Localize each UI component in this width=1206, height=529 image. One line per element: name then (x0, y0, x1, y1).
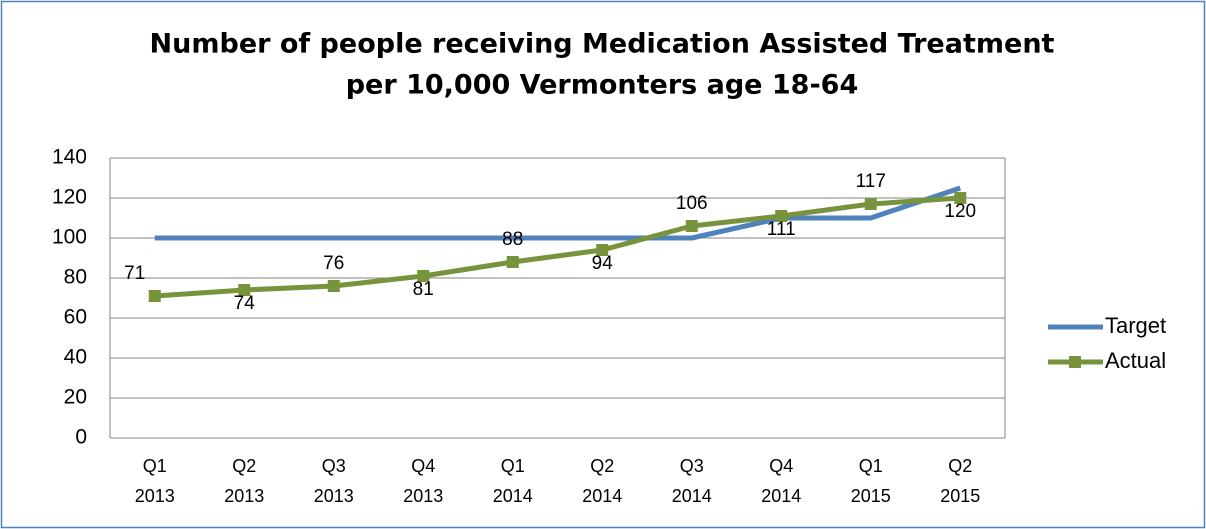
y-tick-label: 120 (52, 186, 87, 209)
x-tick-label: 2014 (672, 486, 712, 506)
x-tick-label: Q1 (143, 456, 167, 476)
y-tick-label: 0 (75, 426, 87, 449)
y-tick-label: 140 (52, 146, 87, 169)
y-tick-label: 40 (64, 346, 87, 369)
legend-label: Target (1105, 313, 1166, 338)
y-tick-label: 20 (64, 386, 87, 409)
data-label: 94 (592, 253, 614, 274)
marker (417, 270, 430, 282)
legend-marker (1069, 356, 1081, 368)
series-line (154, 195, 961, 299)
data-label: 120 (944, 201, 976, 222)
legend-label: Actual (1105, 348, 1166, 373)
marker (506, 256, 519, 268)
data-label: 76 (323, 253, 344, 274)
data-label: 106 (676, 193, 708, 214)
data-label: 74 (234, 293, 256, 314)
x-tick-label: 2014 (582, 486, 622, 506)
data-label: 81 (413, 279, 434, 300)
x-tick-label: 2013 (135, 486, 175, 506)
x-tick-label: Q2 (590, 456, 614, 476)
marker (685, 220, 698, 232)
marker (148, 290, 161, 302)
data-label: 88 (502, 229, 523, 250)
x-tick-label: Q2 (232, 456, 256, 476)
marker (775, 210, 788, 222)
marker (596, 244, 609, 256)
data-label: 111 (767, 219, 796, 240)
y-tick-label: 100 (52, 226, 87, 249)
x-tick-label: 2013 (403, 486, 443, 506)
marker (954, 192, 967, 204)
x-tick-label: 2015 (851, 486, 891, 506)
y-tick-label: 60 (64, 306, 87, 329)
x-tick-label: Q4 (769, 456, 793, 476)
series-line (154, 185, 962, 241)
x-tick-label: 2013 (224, 486, 264, 506)
y-tick-label: 80 (64, 266, 87, 289)
x-tick-label: Q2 (948, 456, 972, 476)
data-label: 117 (856, 171, 886, 192)
x-tick-label: Q1 (859, 456, 883, 476)
x-tick-label: Q1 (501, 456, 525, 476)
x-tick-label: Q3 (322, 456, 346, 476)
x-tick-label: 2015 (940, 486, 980, 506)
marker (238, 284, 251, 296)
data-label: 71 (124, 263, 145, 284)
x-tick-label: 2014 (761, 486, 801, 506)
x-tick-label: Q4 (411, 456, 435, 476)
x-tick-label: 2013 (314, 486, 354, 506)
marker (864, 198, 877, 210)
chart-title: Number of people receiving Medication As… (150, 29, 1055, 60)
marker (327, 280, 340, 292)
x-tick-label: Q3 (680, 456, 704, 476)
chart-title: per 10,000 Vermonters age 18-64 (346, 70, 859, 101)
x-tick-label: 2014 (493, 486, 533, 506)
